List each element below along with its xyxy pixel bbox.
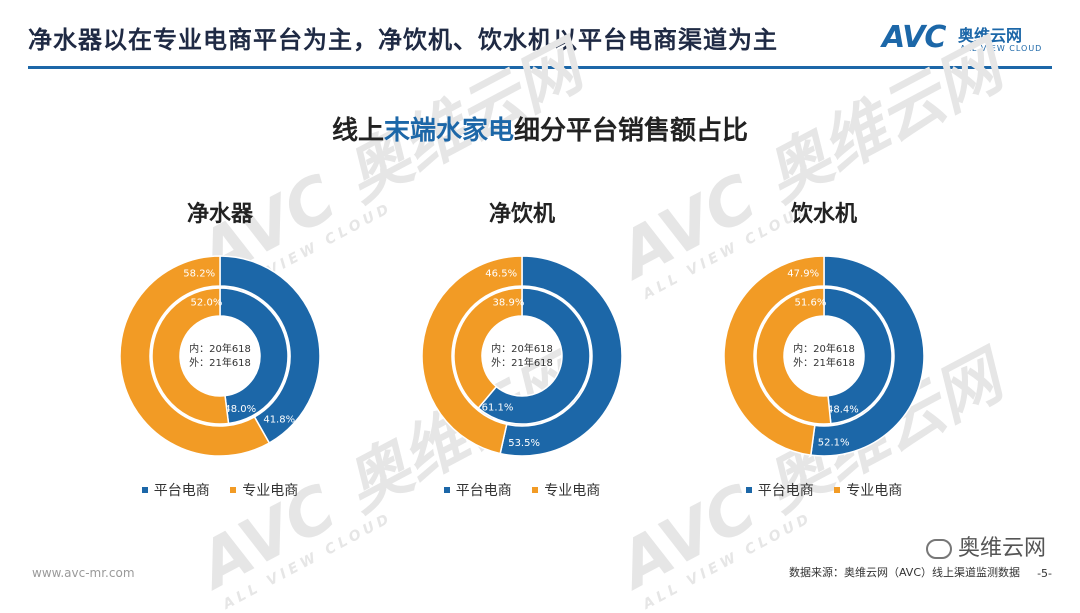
outer-ring-professional-slice <box>421 255 523 455</box>
swatch-icon <box>443 487 450 493</box>
inner-ring-professional-label: 51.6% <box>795 298 827 309</box>
logo-mark: AVC <box>882 20 946 55</box>
inner-ring-professional-label: 52.0% <box>191 298 223 309</box>
legend-item-professional: 专业电商 <box>532 480 600 500</box>
outer-ring-professional-label: 46.5% <box>485 269 517 280</box>
legend-item-platform: 平台电商 <box>745 480 814 500</box>
outer-ring-professional-slice <box>119 255 271 457</box>
inner-ring-platform-slice <box>219 287 289 425</box>
inner-ring-platform-slice <box>477 287 591 425</box>
swatch-icon <box>230 487 237 493</box>
swatch-icon <box>834 487 841 493</box>
swatch-icon <box>745 487 752 493</box>
logo-cn: 奥维云网 <box>958 26 1023 45</box>
avc-logo: AVC 奥维云网 ALL VIEW CLOUD <box>882 18 1052 58</box>
legend-item-professional: 专业电商 <box>230 480 298 500</box>
outer-ring-platform-slice <box>810 255 925 457</box>
outer-ring-professional-label: 47.9% <box>787 269 819 280</box>
wechat-icon <box>925 539 952 559</box>
swatch-icon <box>141 487 148 493</box>
logo-en: ALL VIEW CLOUD <box>960 44 1043 53</box>
page-title: 净水器以在专业电商平台为主，净饮机、饮水机以平台电商渠道为主 <box>28 26 778 54</box>
chart-heading-prefix: 线上 <box>331 116 384 146</box>
footer-url[interactable]: www.avc-mr.com <box>32 566 135 580</box>
legend-item-platform: 平台电商 <box>141 480 210 500</box>
chart-title: 净水器 <box>186 202 253 227</box>
center-label-inner: 内：20年618 <box>189 342 251 355</box>
center-label-outer: 外：21年618 <box>793 356 855 369</box>
chart-title: 饮水机 <box>790 202 857 227</box>
legend: 平台电商 专业电商 <box>372 480 672 500</box>
outer-ring-professional-label: 58.2% <box>183 269 215 280</box>
data-source: 数据来源：奥维云网（AVC）线上渠道监测数据 <box>788 566 1020 579</box>
outer-ring-platform-slice <box>219 255 321 445</box>
outer-ring-platform-label: 41.8% <box>263 414 295 425</box>
center-label-inner: 内：20年618 <box>491 342 553 355</box>
outer-ring-platform-label: 52.1% <box>818 437 850 448</box>
center-label-outer: 外：21年618 <box>491 356 553 369</box>
legend: 平台电商 专业电商 <box>70 480 370 500</box>
donut-chart-drinking-purifier: 净饮机 61.1% 38.9% 53.5% 46.5% 内：20年618 外：21年618… <box>372 190 672 510</box>
inner-ring-platform-label: 48.0% <box>224 404 256 415</box>
header-divider <box>28 66 1052 69</box>
inner-ring-platform-label: 61.1% <box>482 402 514 413</box>
chart-heading: 线上末端水家电细分平台销售额占比 <box>0 110 1080 147</box>
inner-ring-professional-label: 38.9% <box>493 298 525 309</box>
chart-heading-highlight: 末端水家电 <box>383 116 514 146</box>
donut-chart-water-dispenser: 饮水机 48.4% 51.6% 52.1% 47.9% 内：20年618 外：21年618… <box>674 190 974 510</box>
swatch-icon <box>532 487 539 493</box>
inner-ring-professional-slice <box>453 287 523 410</box>
inner-ring-professional-slice <box>755 287 832 425</box>
chart-heading-suffix: 细分平台销售额占比 <box>514 116 749 146</box>
inner-ring-platform-slice <box>823 287 893 425</box>
outer-ring-platform-label: 53.5% <box>508 438 540 449</box>
legend-item-professional: 专业电商 <box>834 480 902 500</box>
donut-chart-water-purifier: 净水器 48.0% 52.0% 41.8% 58.2% 内：20年618 外：21年618… <box>70 190 370 510</box>
chart-title: 净饮机 <box>488 202 555 227</box>
wechat-badge: 奥维云网 <box>925 530 1046 562</box>
legend: 平台电商 专业电商 <box>674 480 974 500</box>
center-label-outer: 外：21年618 <box>189 356 251 369</box>
legend-item-platform: 平台电商 <box>443 480 512 500</box>
inner-ring-professional-slice <box>151 287 230 425</box>
center-label-inner: 内：20年618 <box>793 342 855 355</box>
outer-ring-professional-slice <box>723 255 825 456</box>
page-number: -5- <box>1037 567 1052 580</box>
inner-ring-platform-label: 48.4% <box>827 405 859 416</box>
outer-ring-platform-slice <box>499 255 623 457</box>
